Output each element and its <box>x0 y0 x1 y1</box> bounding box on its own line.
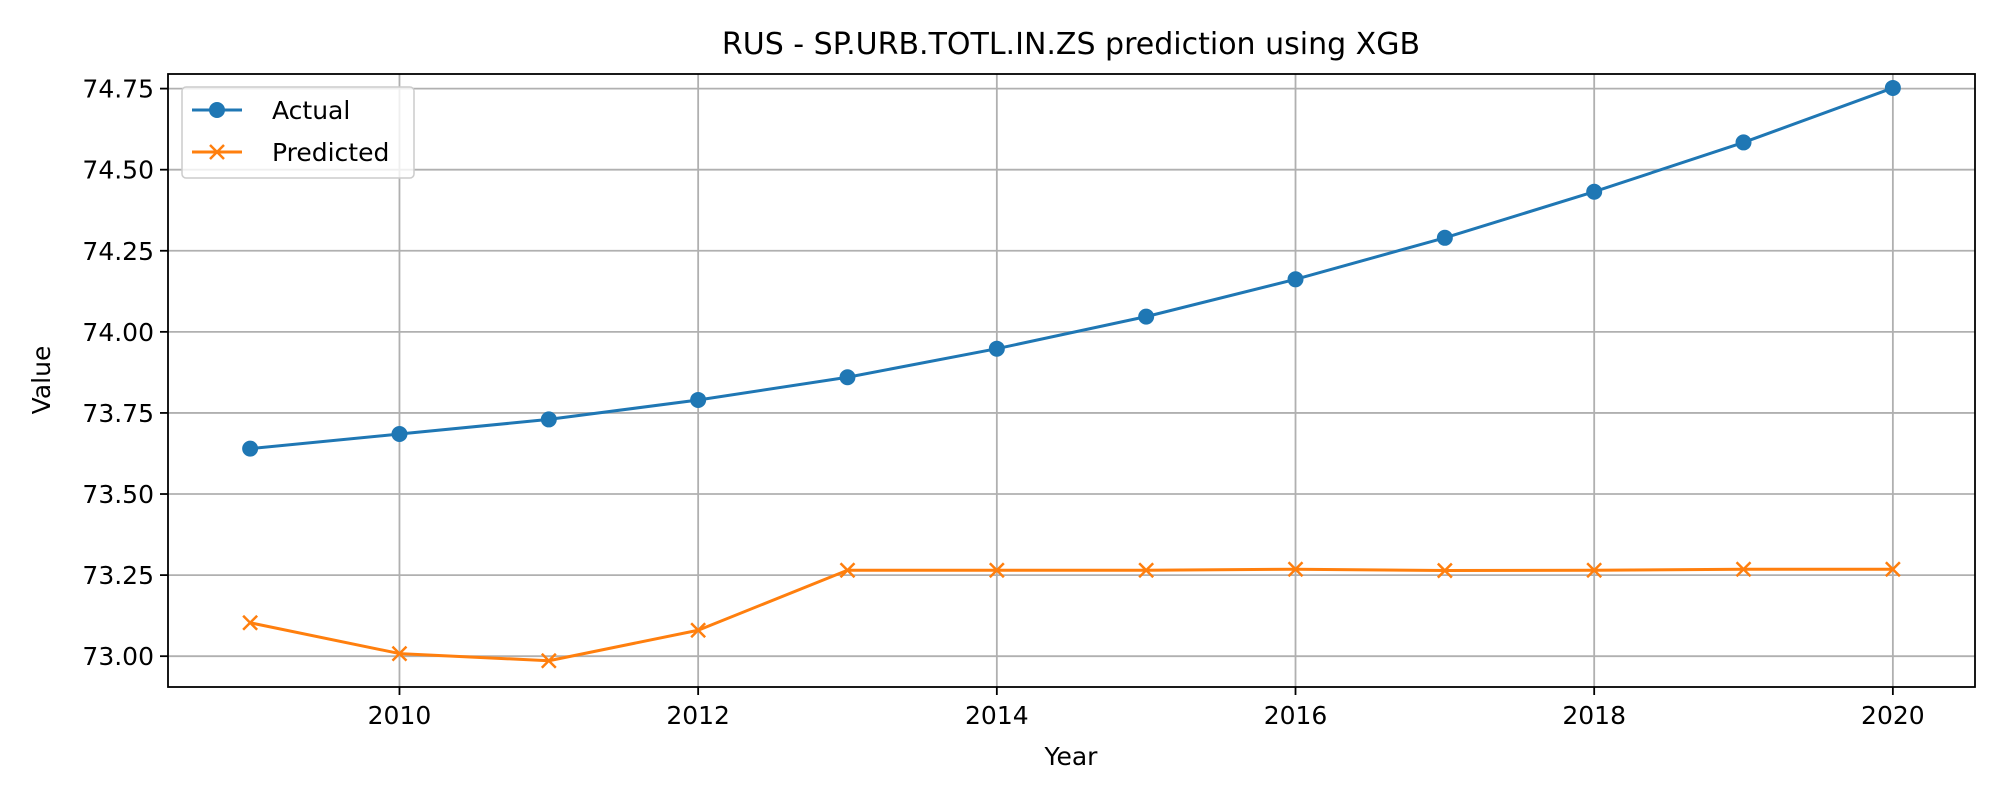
data-point-predicted-stroke <box>690 622 707 639</box>
data-point-actual <box>988 340 1005 357</box>
chart-title: RUS - SP.URB.TOTL.IN.ZS prediction using… <box>722 27 1420 62</box>
x-axis-label: Year <box>1044 742 1099 771</box>
y-tick-label: 73.75 <box>82 399 154 428</box>
data-point-predicted-stroke <box>1287 561 1304 578</box>
data-point-predicted <box>690 622 707 639</box>
data-point-actual <box>242 440 259 457</box>
data-point-predicted-stroke <box>540 652 557 669</box>
x-tick-label: 2010 <box>368 701 432 730</box>
data-point-predicted <box>1735 561 1752 578</box>
data-point-actual <box>1586 183 1603 200</box>
data-point-actual <box>391 426 408 443</box>
data-point-predicted-stroke <box>839 562 856 579</box>
data-point-predicted <box>1287 561 1304 578</box>
data-point-predicted-stroke <box>242 614 259 631</box>
data-point-predicted-stroke <box>1884 561 1901 578</box>
data-point-actual <box>1884 79 1901 96</box>
legend-marker-point-predicted-stroke <box>209 144 225 160</box>
series-line-predicted <box>249 567 1893 663</box>
data-point-predicted <box>839 562 856 579</box>
data-point-actual <box>1735 134 1752 151</box>
x-tick-label: 2020 <box>1861 701 1925 730</box>
data-point-actual <box>540 411 557 428</box>
data-point-predicted-stroke <box>1735 561 1752 578</box>
data-point-predicted-stroke <box>1436 562 1453 579</box>
data-point-actual <box>1138 308 1155 325</box>
grid <box>168 74 1975 687</box>
axis-ticks: 2010 2012 2014 2016 2018 2020 73.00 73.25 73.50 7… <box>82 75 1924 730</box>
legend-marker-actual <box>209 102 225 118</box>
data-point-predicted-stroke <box>391 645 408 662</box>
y-axis-label: Value <box>27 346 56 415</box>
legend-marker-predicted <box>209 144 225 160</box>
y-tick-label: 74.75 <box>82 75 154 104</box>
legend: Actual Predicted <box>181 86 415 179</box>
data-point-actual <box>690 391 707 408</box>
series-layer <box>242 79 1901 669</box>
y-tick-label: 73.00 <box>82 642 154 671</box>
data-point-predicted <box>540 652 557 669</box>
x-tick-label: 2018 <box>1562 701 1626 730</box>
plot-frame <box>167 73 1976 688</box>
y-tick-label: 73.25 <box>82 561 154 590</box>
legend-label-actual: Actual <box>272 96 350 125</box>
x-tick-label: 2016 <box>1264 701 1328 730</box>
y-tick-label: 73.50 <box>82 480 154 509</box>
legend-marker-point-actual <box>209 102 225 118</box>
data-point-predicted <box>391 645 408 662</box>
data-point-predicted <box>1586 562 1603 579</box>
x-tick-label: 2012 <box>666 701 730 730</box>
legend-marker-point-predicted <box>209 144 225 160</box>
y-tick-label: 74.00 <box>82 318 154 347</box>
legend-label-predicted: Predicted <box>272 138 389 167</box>
data-point-predicted <box>1884 561 1901 578</box>
data-point-actual <box>839 369 856 386</box>
data-point-predicted <box>242 614 259 631</box>
y-tick-label: 74.25 <box>82 237 154 266</box>
series-line-actual <box>249 86 1894 451</box>
data-point-predicted-stroke <box>1586 562 1603 579</box>
data-point-actual <box>1436 229 1453 246</box>
data-point-predicted <box>1138 562 1155 579</box>
y-tick-label: 74.50 <box>82 156 154 185</box>
data-point-predicted-stroke <box>988 562 1005 579</box>
data-point-predicted <box>1436 562 1453 579</box>
data-point-actual <box>1287 271 1304 288</box>
data-point-predicted <box>988 562 1005 579</box>
x-tick-label: 2014 <box>965 701 1029 730</box>
data-point-predicted-stroke <box>1138 562 1155 579</box>
